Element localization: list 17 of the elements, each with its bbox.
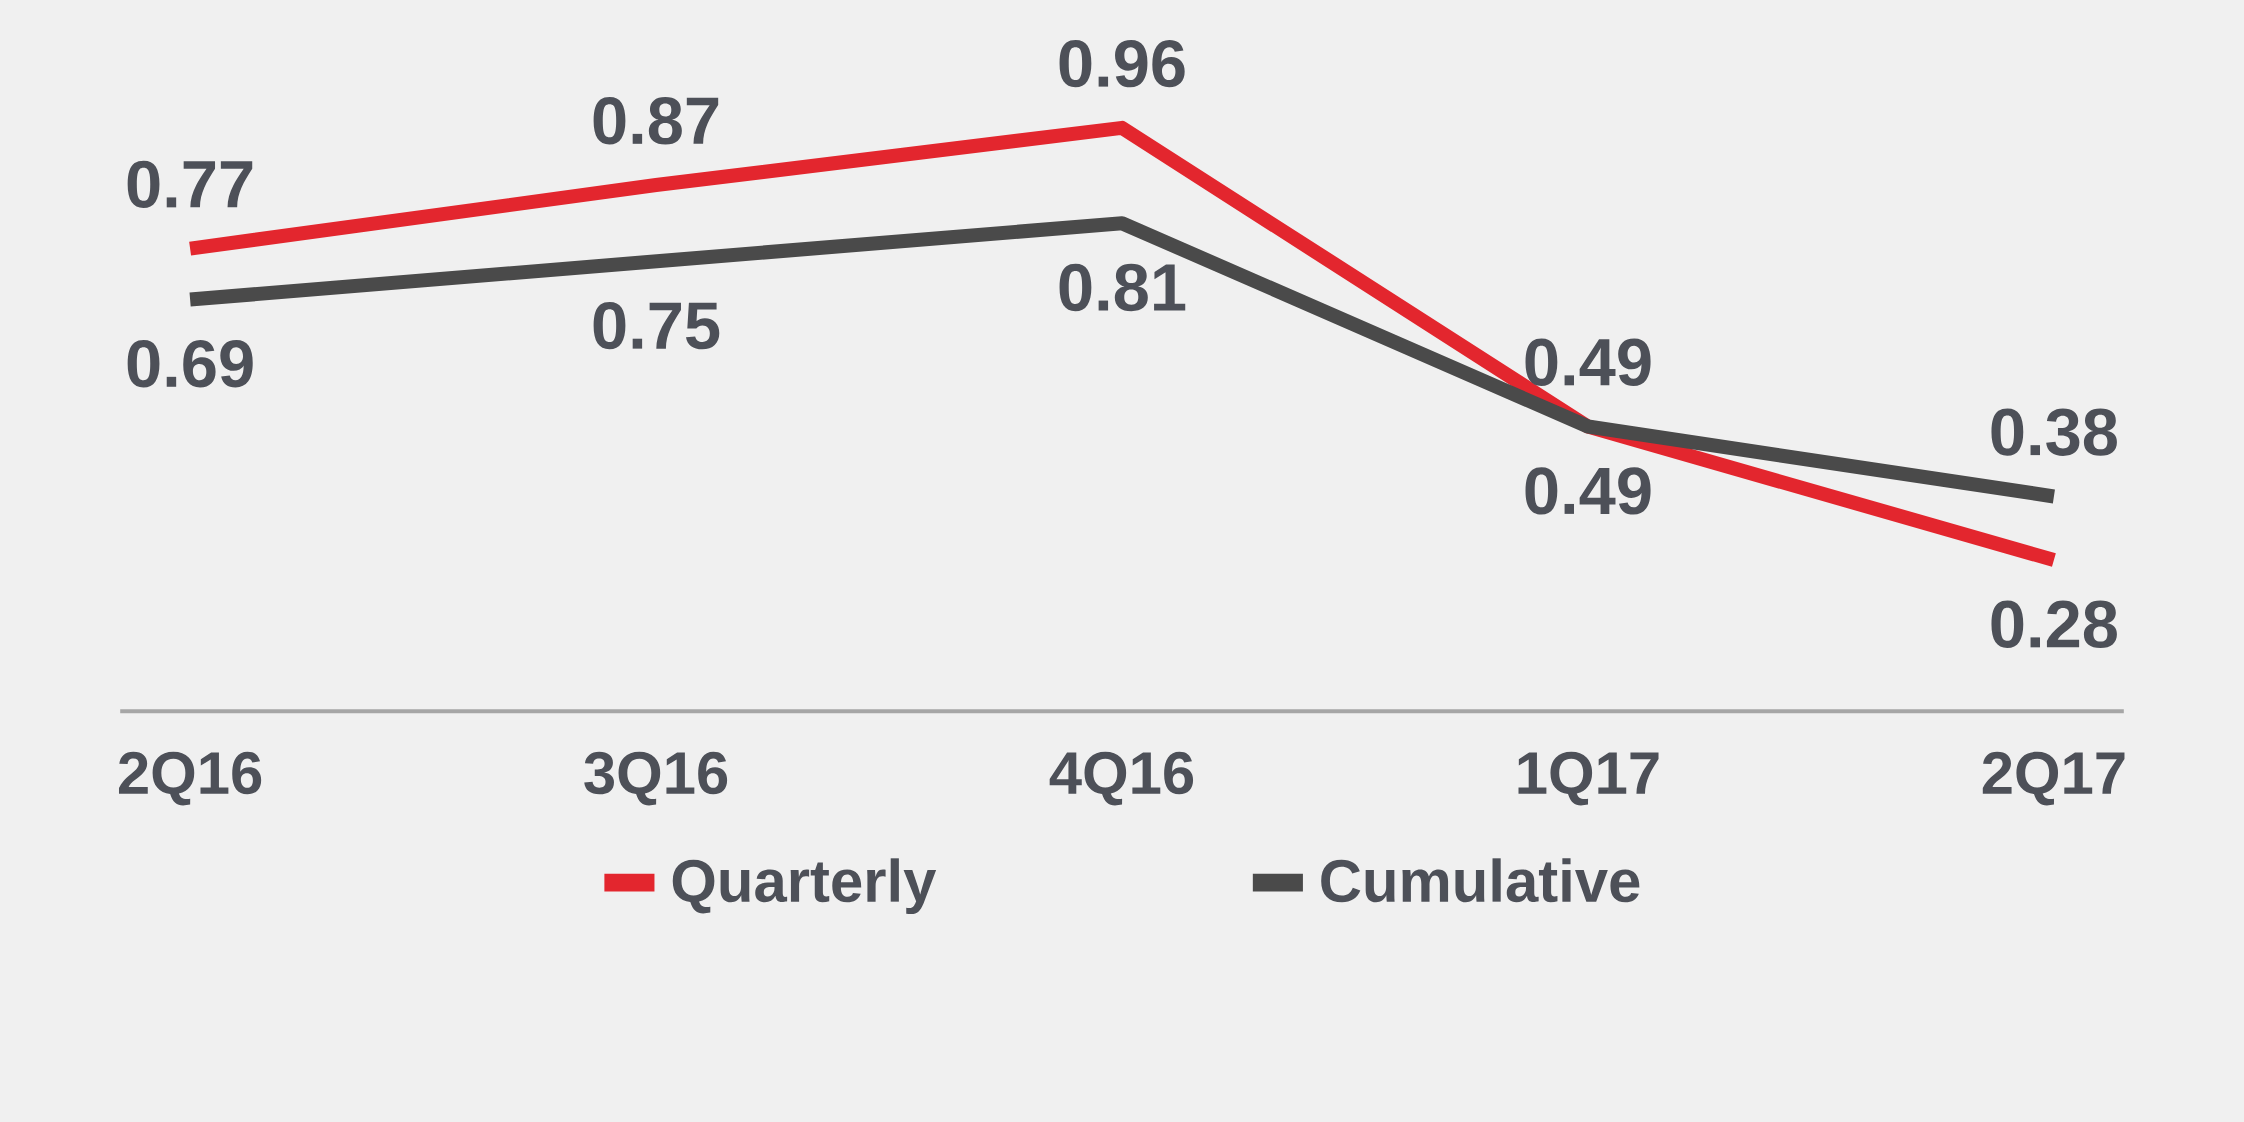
x-tick-label: 4Q16 (1049, 751, 1194, 806)
x-tick-label: 3Q16 (584, 751, 728, 806)
data-label: 0.28 (1991, 600, 2117, 648)
data-label: 0.49 (1525, 338, 1651, 386)
data-label: 0.81 (1059, 263, 1186, 312)
x-tick-label: 2Q16 (118, 751, 262, 806)
legend-label: Quarterly (672, 858, 937, 915)
x-tick-label: 2Q17 (1982, 751, 2125, 806)
data-label: 0.96 (1059, 39, 1185, 88)
legend-label: Cumulative (1321, 858, 1640, 903)
data-label: 0.38 (1991, 408, 2117, 456)
x-tick-label: 1Q17 (1518, 751, 1659, 806)
data-label: 0.49 (1525, 467, 1651, 515)
data-label: 0.69 (127, 340, 253, 388)
data-label: 0.87 (593, 97, 719, 145)
data-label: 0.75 (593, 301, 720, 350)
data-label: 0.77 (127, 160, 253, 209)
